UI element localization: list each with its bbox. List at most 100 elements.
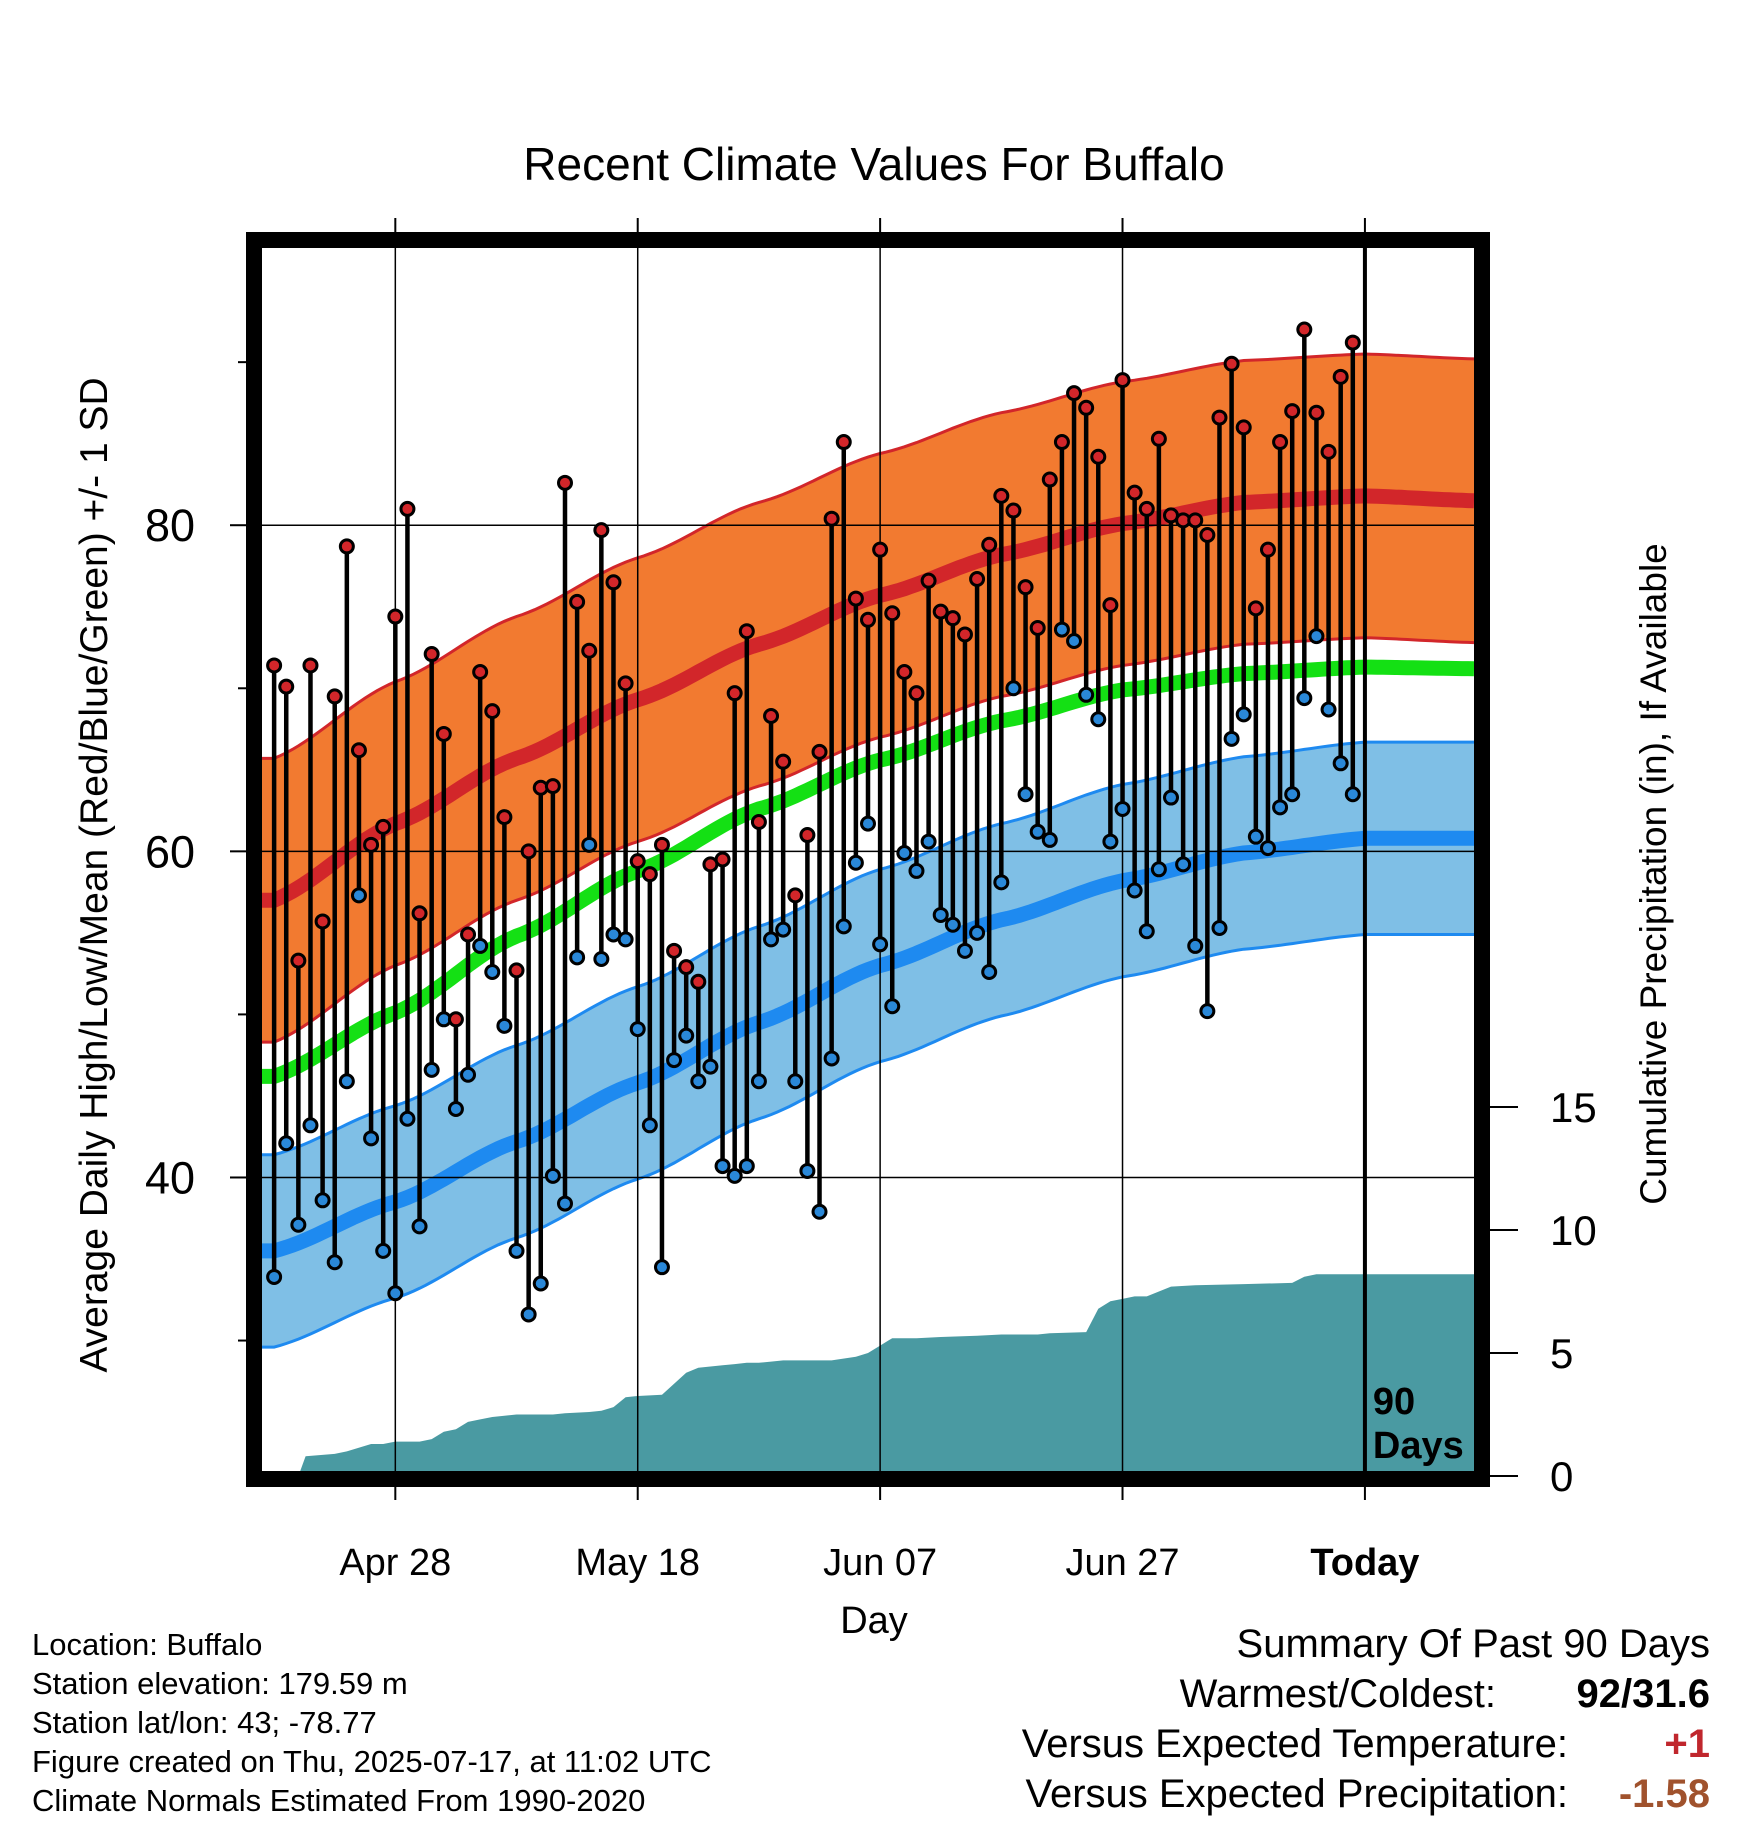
daily-low-point [860,815,876,832]
daily-high-point [411,905,428,922]
daily-low-point [375,1242,392,1259]
daily-low-point [557,1195,573,1212]
daily-high-point [1041,471,1058,488]
low-sd-band-lower-edge [262,933,1474,1349]
daily-high-point [811,743,828,760]
daily-low-point [1199,1003,1216,1020]
daily-high-point [569,593,586,610]
daily-high-point [290,952,307,969]
daily-low-point [617,931,634,948]
daily-low-point [956,942,973,959]
daily-high-point [690,973,707,990]
daily-high-point [350,742,367,759]
daily-low-point [787,1073,804,1090]
daily-low-point [423,1061,440,1078]
daily-low-point [872,936,889,953]
daily-low-point [1102,833,1119,850]
daily-low-point [1138,923,1155,940]
daily-low-point [1284,786,1301,803]
daily-high-point [738,623,755,640]
daily-low-point [472,937,489,954]
daily-low-point [496,1017,513,1034]
daily-low-point [811,1203,828,1220]
footer-created: Figure created on Thu, 2025-07-17, at 11… [32,1744,712,1779]
daily-low-point [302,1117,319,1134]
daily-low-point [714,1158,731,1175]
daily-low-point [823,1050,840,1067]
daily-low-point [775,921,792,938]
daily-high-point [399,500,416,517]
daily-high-point [629,853,646,870]
daily-high-point [302,657,319,674]
x-tick-label: Apr 28 [339,1542,451,1584]
daily-low-point [750,1073,767,1090]
daily-low-point [447,1100,464,1117]
y2-tick-label: 10 [1550,1207,1597,1254]
daily-low-point [678,1027,695,1044]
daily-high-point [1332,368,1349,385]
daily-high-point [944,610,961,627]
daily-high-point [872,541,889,558]
daily-low-point [908,862,925,879]
daily-low-point [896,844,913,861]
daily-low-point [1259,840,1276,857]
daily-high-point [1308,404,1325,421]
daily-high-point [581,642,598,659]
daily-high-point [1247,600,1264,617]
daily-high-point [775,753,792,770]
daily-high-point [1029,619,1046,636]
daily-high-point [557,474,573,491]
y2-tick-label: 5 [1550,1330,1573,1377]
daily-low-point [363,1130,380,1147]
daily-high-point [823,510,840,527]
daily-low-point [460,1066,477,1083]
y2-tick-label: 15 [1550,1084,1597,1131]
daily-low-point [932,906,949,923]
daily-low-point [799,1162,816,1179]
normal-high-line [262,488,1474,908]
daily-high-point [714,851,731,868]
precipitation-departure-label: Versus Expected Precipitation: [1025,1772,1568,1816]
daily-low-point [1078,686,1095,703]
daily-high-point [1138,500,1155,517]
daily-high-point [387,608,404,625]
daily-high-point [908,685,925,702]
daily-low-point [1235,706,1252,723]
daily-low-point [1017,786,1034,803]
footer-normals: Climate Normals Estimated From 1990-2020 [32,1783,646,1818]
daily-high-point [496,809,513,826]
daily-low-point [1114,800,1131,817]
daily-low-point [314,1192,331,1209]
daily-low-point [1029,823,1046,840]
daily-low-point [944,916,961,933]
daily-low-point [1090,711,1107,728]
x-tick-label: Jun 27 [1065,1542,1179,1584]
daily-low-point [1223,730,1240,747]
daily-high-point [1259,541,1276,558]
daily-low-point [520,1306,537,1323]
daily-low-point [1126,882,1143,899]
daily-high-point [1272,434,1289,451]
daily-low-point [835,918,852,935]
daily-high-point [763,708,780,725]
daily-low-point [1211,919,1228,936]
daily-high-point [1150,430,1167,447]
y-tick-label: 60 [145,826,195,877]
daily-high-point [472,663,489,680]
daily-high-point [278,678,295,695]
high-sd-band-upper-edge [262,352,1474,760]
daily-high-point [1187,512,1204,529]
daily-low-point [593,950,610,967]
daily-high-point [1066,385,1083,402]
warmest-coldest-value: 92/31.6 [1576,1672,1710,1716]
y2-axis-label: Cumulative Precipitation (in), If Availa… [1633,543,1674,1205]
daily-low-point [690,1073,707,1090]
daily-high-point [326,688,343,705]
daily-low-point [350,887,367,904]
daily-high-point [993,487,1010,504]
footer-elevation: Station elevation: 179.59 m [32,1666,408,1701]
daily-high-point [1199,526,1216,543]
daily-low-point [1150,861,1167,878]
daily-high-point [1017,579,1034,596]
